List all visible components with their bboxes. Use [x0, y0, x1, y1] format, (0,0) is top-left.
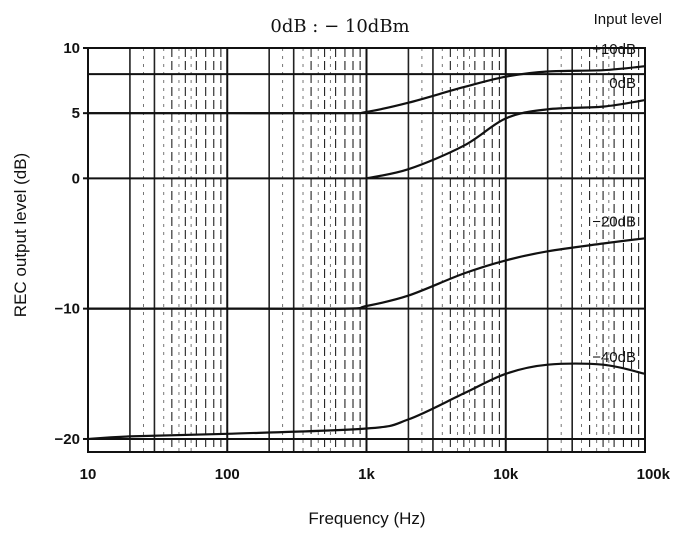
x-axis-title: Frequency (Hz) [308, 509, 425, 528]
x-tick-label: 1k [358, 466, 375, 483]
input-level-label: Input level [594, 11, 662, 28]
chart-title: 0dB : − 10dBm [270, 16, 409, 37]
series-line-3 [87, 362, 646, 441]
series-line-2 [88, 237, 646, 310]
series-label: −20dB [592, 213, 636, 230]
series-curves [87, 65, 646, 441]
x-tick-label: 100 [215, 466, 240, 483]
series-labels: +10dB 0dB −20dB −40dB [592, 41, 636, 366]
y-tick-label: −20 [55, 431, 80, 448]
series-label: 0dB [609, 75, 636, 92]
y-tick-label: 10 [63, 40, 80, 57]
y-tick-label: 5 [72, 105, 80, 122]
x-tick-label: 10k [493, 466, 519, 483]
series-label: +10dB [592, 41, 636, 58]
x-tick-label: 100k [637, 466, 671, 483]
series-line-0 [88, 65, 646, 115]
y-tick-label: 0 [72, 170, 80, 187]
plot-area-frame [87, 47, 646, 453]
x-tick-label: 10 [80, 466, 97, 483]
y-tick-label: −10 [55, 301, 80, 318]
minor-gridlines [129, 48, 640, 452]
series-label: −40dB [592, 349, 636, 366]
y-tick-labels: 10 5 0 −10 −20 [55, 40, 88, 448]
y-axis-title: REC output level (dB) [11, 153, 30, 317]
series-line-1 [366, 99, 646, 180]
x-tick-labels: 10 100 1k 10k 100k [80, 466, 671, 483]
